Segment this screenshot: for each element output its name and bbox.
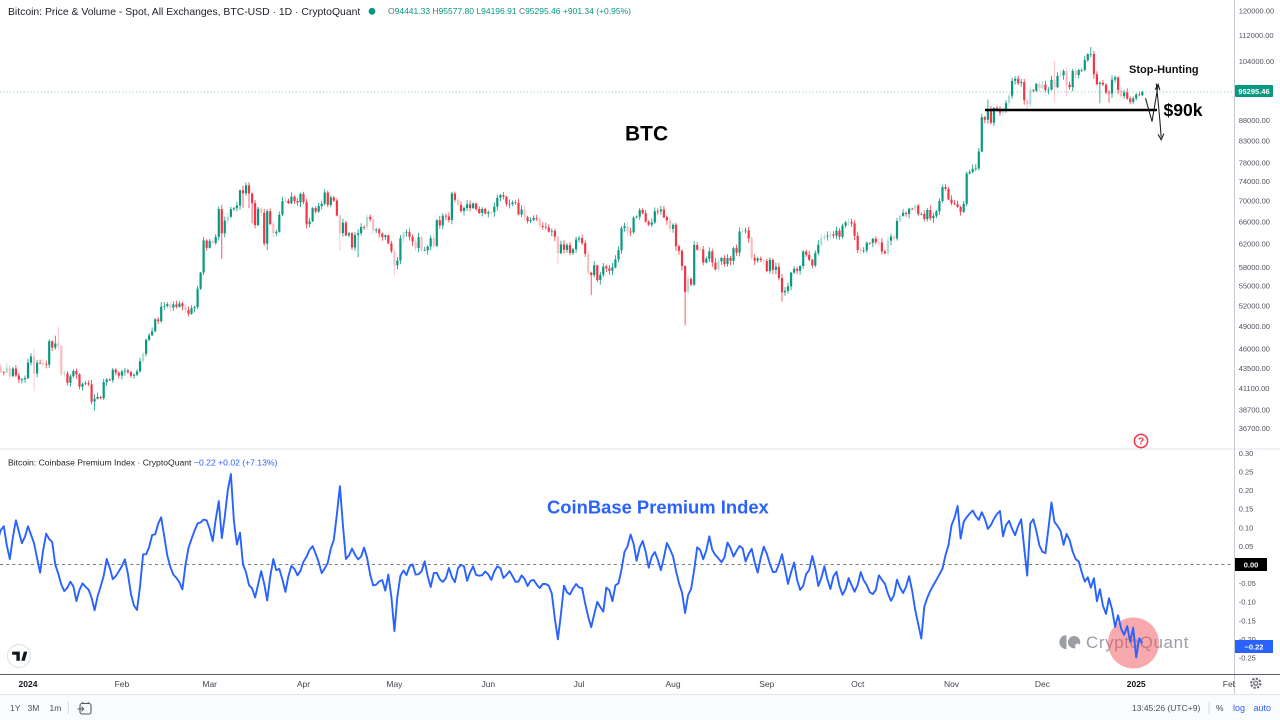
svg-text:-0.15: -0.15 — [1239, 616, 1256, 625]
svg-text:BTC: BTC — [625, 123, 668, 146]
svg-text:O94441.33 H95577.80 L94196.91: O94441.33 H95577.80 L94196.91 C95295.46 … — [388, 6, 631, 16]
svg-text:88000.00: 88000.00 — [1239, 116, 1270, 125]
svg-text:74000.00: 74000.00 — [1239, 177, 1270, 186]
svg-text:May: May — [386, 679, 403, 689]
svg-text:0.25: 0.25 — [1239, 468, 1254, 477]
svg-text:Jul: Jul — [574, 679, 585, 689]
svg-text:55000.00: 55000.00 — [1239, 282, 1270, 291]
svg-text:112000.00: 112000.00 — [1239, 31, 1274, 40]
svg-text:?: ? — [1138, 437, 1144, 448]
svg-text:Oct: Oct — [851, 679, 865, 689]
svg-text:0.15: 0.15 — [1239, 505, 1254, 514]
svg-text:46000.00: 46000.00 — [1239, 344, 1270, 353]
svg-text:Bitcoin: Coinbase Premium Inde: Bitcoin: Coinbase Premium Index · Crypto… — [8, 458, 192, 468]
svg-text:2024: 2024 — [19, 679, 38, 689]
svg-text:36700.00: 36700.00 — [1239, 424, 1270, 433]
svg-text:0.00: 0.00 — [1244, 561, 1259, 570]
svg-text:-0.25: -0.25 — [1239, 654, 1256, 663]
svg-text:78000.00: 78000.00 — [1239, 159, 1270, 168]
svg-text:49000.00: 49000.00 — [1239, 322, 1270, 331]
svg-text:-0.05: -0.05 — [1239, 579, 1256, 588]
svg-text:Aug: Aug — [665, 679, 680, 689]
svg-text:0.30: 0.30 — [1239, 449, 1254, 458]
svg-text:Feb: Feb — [1223, 679, 1238, 689]
svg-text:0.20: 0.20 — [1239, 486, 1254, 495]
svg-text:95295.46: 95295.46 — [1238, 87, 1269, 96]
svg-text:CoinBase Premium Index: CoinBase Premium Index — [547, 497, 770, 518]
svg-text:−0.22 +0.02 (+7.13%): −0.22 +0.02 (+7.13%) — [194, 458, 278, 468]
svg-text:Sep: Sep — [759, 679, 774, 689]
svg-text:Bitcoin: Price & Volume - Spot: Bitcoin: Price & Volume - Spot, All Exch… — [8, 7, 360, 18]
svg-text:Apr: Apr — [297, 679, 310, 689]
svg-text:70000.00: 70000.00 — [1239, 197, 1270, 206]
svg-text:62000.00: 62000.00 — [1239, 239, 1270, 248]
svg-text:0.10: 0.10 — [1239, 523, 1254, 532]
svg-text:83000.00: 83000.00 — [1239, 137, 1270, 146]
svg-text:$90k: $90k — [1164, 100, 1203, 120]
svg-text:38700.00: 38700.00 — [1239, 405, 1270, 414]
svg-text:0.05: 0.05 — [1239, 542, 1254, 551]
svg-text:1m: 1m — [50, 703, 62, 713]
svg-text:2025: 2025 — [1127, 679, 1146, 689]
svg-text:Dec: Dec — [1035, 679, 1051, 689]
svg-text:120000.00: 120000.00 — [1239, 7, 1274, 16]
svg-text:auto: auto — [1254, 703, 1272, 713]
svg-text:log: log — [1233, 703, 1245, 713]
svg-text:-0.10: -0.10 — [1239, 598, 1256, 607]
svg-text:−0.22: −0.22 — [1245, 643, 1264, 652]
svg-text:Mar: Mar — [202, 679, 217, 689]
svg-text:Jun: Jun — [481, 679, 495, 689]
svg-text:-0.20: -0.20 — [1239, 635, 1256, 644]
svg-text:13:45:26 (UTC+9): 13:45:26 (UTC+9) — [1132, 703, 1200, 713]
svg-text:41100.00: 41100.00 — [1239, 384, 1270, 393]
svg-text:43500.00: 43500.00 — [1239, 364, 1270, 373]
svg-text:3M: 3M — [28, 703, 40, 713]
svg-text:Stop-Hunting: Stop-Hunting — [1129, 64, 1199, 76]
svg-text:52000.00: 52000.00 — [1239, 301, 1270, 310]
svg-text:Feb: Feb — [115, 679, 130, 689]
svg-text:1Y: 1Y — [10, 703, 21, 713]
svg-text:%: % — [1216, 703, 1224, 713]
svg-text:Nov: Nov — [944, 679, 960, 689]
svg-text:104000.00: 104000.00 — [1239, 57, 1274, 66]
svg-text:58000.00: 58000.00 — [1239, 263, 1270, 272]
svg-text:66000.00: 66000.00 — [1239, 217, 1270, 226]
